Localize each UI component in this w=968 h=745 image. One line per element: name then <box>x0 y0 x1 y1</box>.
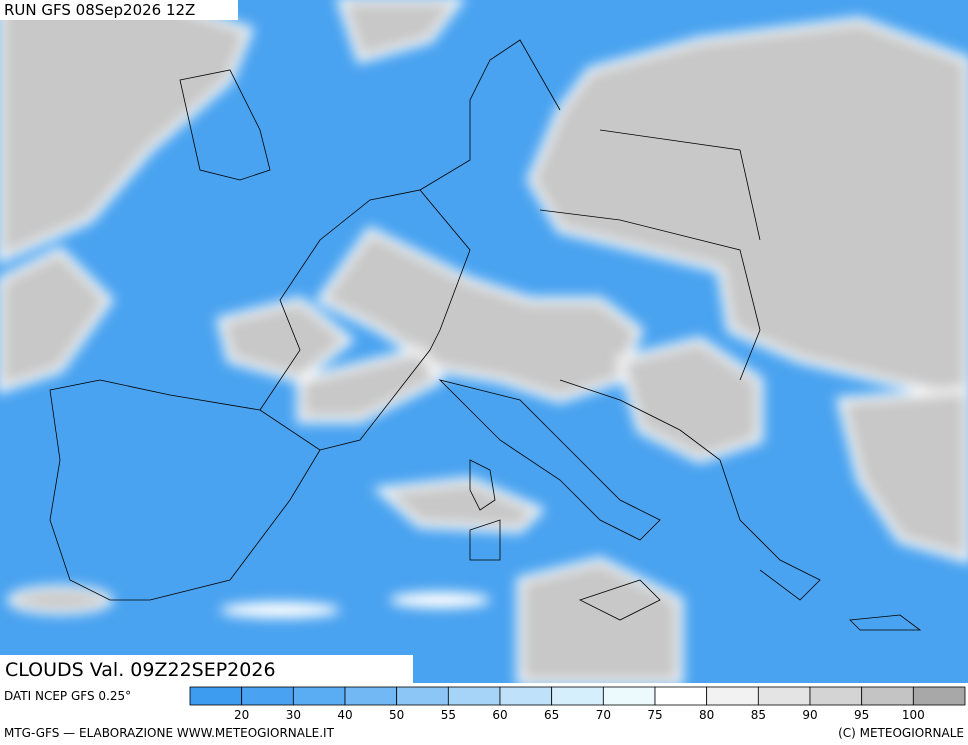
legend-swatch <box>292 686 346 706</box>
legend-label: 75 <box>647 708 662 722</box>
legend-swatch <box>757 686 811 706</box>
legend-label: 20 <box>234 708 249 722</box>
legend-swatch <box>499 686 553 706</box>
legend-label: 60 <box>492 708 507 722</box>
map-title: CLOUDS Val. 09Z22SEP2026 <box>5 659 276 681</box>
legend-swatch <box>861 686 914 706</box>
legend-label: 90 <box>802 708 817 722</box>
legend-swatch <box>912 686 966 706</box>
legend-swatch <box>654 686 708 706</box>
legend-label: 50 <box>389 708 404 722</box>
coastlines <box>49 39 922 631</box>
legend-swatch <box>602 686 656 706</box>
legend-label: 55 <box>441 708 456 722</box>
legend-swatch <box>344 686 398 706</box>
legend-label: 95 <box>854 708 869 722</box>
legend-label: 80 <box>699 708 714 722</box>
copyright: (C) METEOGIORNALE <box>838 726 964 740</box>
run-info: RUN GFS 08Sep2026 12Z <box>4 1 195 19</box>
legend-label: 70 <box>596 708 611 722</box>
title-box <box>0 655 413 683</box>
credit: MTG-GFS — ELABORAZIONE WWW.METEOGIORNALE… <box>4 726 335 740</box>
legend-label: 65 <box>544 708 559 722</box>
legend-swatch <box>551 686 604 706</box>
legend-swatch <box>189 686 243 706</box>
legend-swatch <box>809 686 863 706</box>
color-legend: 20 30 40 50 55 60 65 70 75 80 85 90 95 100 <box>189 686 966 722</box>
legend-label: 40 <box>337 708 352 722</box>
legend-swatch <box>241 686 294 706</box>
legend-swatch <box>447 686 501 706</box>
legend-label: 100 <box>902 708 925 722</box>
legend-swatch <box>706 686 759 706</box>
data-source: DATI NCEP GFS 0.25° <box>4 689 131 703</box>
run-box <box>0 0 238 20</box>
legend-label: 85 <box>751 708 766 722</box>
legend-swatch <box>396 686 449 706</box>
legend-label: 30 <box>286 708 301 722</box>
